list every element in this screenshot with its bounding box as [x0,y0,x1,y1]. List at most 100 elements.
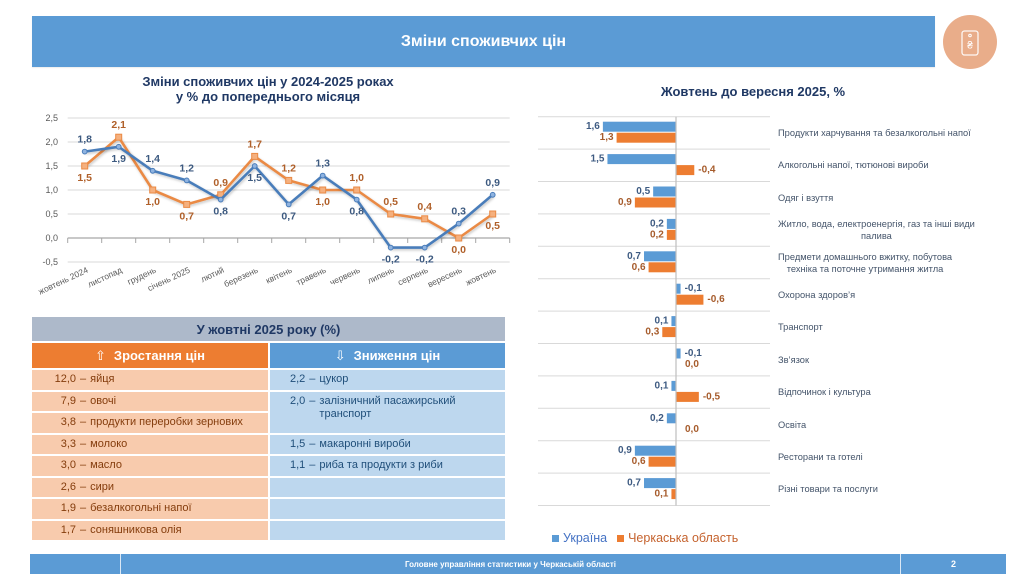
bar-chart: 1,6 1,5 0,5 0,2 0,7 -0,1 0,1 -0,1 0,1 0,2 0,9 0,7 1,… [538,116,770,506]
bar-cherkasy [662,327,676,338]
x-tick-label: липень [366,265,396,286]
x-tick-label: жовтень [464,265,498,288]
increase-row: 1,7– соняшникова олія [32,520,268,540]
bar-category-label: Одяг і взуття [778,192,834,203]
row-item: масло [90,459,122,472]
bar-label-ukraine: 1,5 [591,154,605,165]
point-ukraine [183,177,190,184]
row-value: 2,2 [290,373,306,385]
decrease-row-empty [270,520,505,540]
row-separator: – [80,373,87,386]
row-value: 1,9 [60,502,76,515]
bar-ukraine [634,445,676,456]
table-body: 12,0– яйця 7,9– овочі 3,8– продукти перероб… [32,370,505,540]
row-separator: – [309,373,316,385]
row-item: риба та продукти з риби [319,459,443,471]
data-label-ukraine: 1,9 [111,153,126,165]
price-tag-hryvnia-icon: ₴ [943,15,997,69]
line-chart-title: Зміни споживчих цін у 2024-2025 роках у … [30,74,506,104]
data-label-cherkasy: 0,7 [179,210,194,222]
row-separator: – [309,459,316,471]
bar-category-label: Транспорт [778,322,823,333]
row-separator: – [80,502,87,515]
decrease-header: Зниження цін [270,343,505,368]
increase-header-label: Зростання цін [113,348,205,363]
row-value: 3,3 [60,437,76,450]
data-label-cherkasy: 0,0 [451,244,466,256]
bar-label-cherkasy: 0,0 [685,424,699,435]
increase-row: 1,9– безалкогольні напої [32,499,268,519]
bar-label-ukraine: 0,5 [636,186,650,197]
arrow-up-icon [95,348,106,364]
bar-cherkasy [616,132,676,143]
x-tick-label: червень [328,265,362,288]
row-item: залізничний пасажирський транспорт [319,394,456,420]
line-chart-subtitle: у % до попереднього місяця [175,89,361,104]
data-label-ukraine: 0,3 [451,206,466,218]
data-label-ukraine: 0,7 [281,210,296,222]
bar-label-cherkasy: -0,4 [698,165,716,176]
bar-label-cherkasy: 0,6 [632,262,646,273]
point-ukraine [217,196,224,203]
bar-label-ukraine: -0,1 [685,283,703,294]
price-changes-table: У жовтні 2025 року (%) Зростання цін Зни… [32,317,505,540]
bar-label-ukraine: 1,6 [586,121,600,132]
bar-ukraine [666,218,676,229]
point-ukraine [421,244,428,251]
row-item: яйця [90,373,115,386]
legend-swatch-cherkasy [617,534,625,542]
x-tick-label: квітень [264,265,294,286]
point-cherkasy [183,200,191,208]
bar-ukraine [671,316,676,327]
y-tick-label: 1,5 [45,161,58,171]
data-label-ukraine: 1,3 [315,158,330,170]
point-cherkasy [421,215,429,223]
data-label-cherkasy: 1,0 [315,196,330,208]
increase-header: Зростання цін [32,343,268,368]
data-label-cherkasy: 1,5 [77,172,92,184]
decrease-row-empty [270,477,505,497]
point-ukraine [115,143,122,150]
point-cherkasy [319,186,327,194]
bar-category-label: Ресторани та готелі [778,451,863,462]
x-tick-label: березень [222,265,260,290]
point-ukraine [149,167,156,174]
increase-row: 12,0– яйця [32,370,268,390]
data-label-cherkasy: 0,5 [485,220,500,232]
bar-label-ukraine: 0,9 [618,445,632,456]
decrease-row: 1,5– макаронні вироби [270,434,505,454]
data-label-cherkasy: 0,5 [383,196,398,208]
row-item: сири [90,480,115,493]
bar-ukraine [602,121,676,132]
line-chart-title-main: Зміни споживчих цін у 2024-2025 роках [142,74,394,89]
page-title: Зміни споживчих цін [400,32,567,50]
row-separator: – [80,459,87,472]
decrease-row: 2,2– цукор [270,370,505,390]
bar-ukraine [676,348,681,359]
bar-category-label: Продукти харчування та безалкогольні нап… [778,127,971,138]
point-ukraine [387,244,394,251]
point-ukraine [285,201,292,208]
point-ukraine [319,172,326,179]
footer-bar: Головне управління статистики у Черкаськ… [30,554,1006,574]
decrease-header-label: Зниження цін [353,348,441,363]
y-tick-label: 1,0 [45,185,58,195]
point-cherkasy [251,152,259,160]
bar-label-ukraine: 0,2 [650,218,664,229]
bar-ukraine [607,154,676,165]
data-label-ukraine: 1,5 [247,172,262,184]
bar-label-ukraine: 0,1 [655,316,669,327]
bar-cherkasy [634,197,676,208]
x-tick-label: листопад [86,265,124,290]
bar-cherkasy [648,262,676,273]
point-cherkasy [353,186,361,194]
title-banner: Зміни споживчих цін [32,16,935,67]
footer-organization: Головне управління статистики у Черкаськ… [121,554,901,574]
legend-item-cherkasy: Черкаська область [617,531,738,545]
y-tick-label: 0,0 [45,233,58,243]
bar-category-label: Зв’язок [778,354,810,365]
row-value: 1,1 [290,459,306,471]
row-value: 1,7 [60,523,76,536]
